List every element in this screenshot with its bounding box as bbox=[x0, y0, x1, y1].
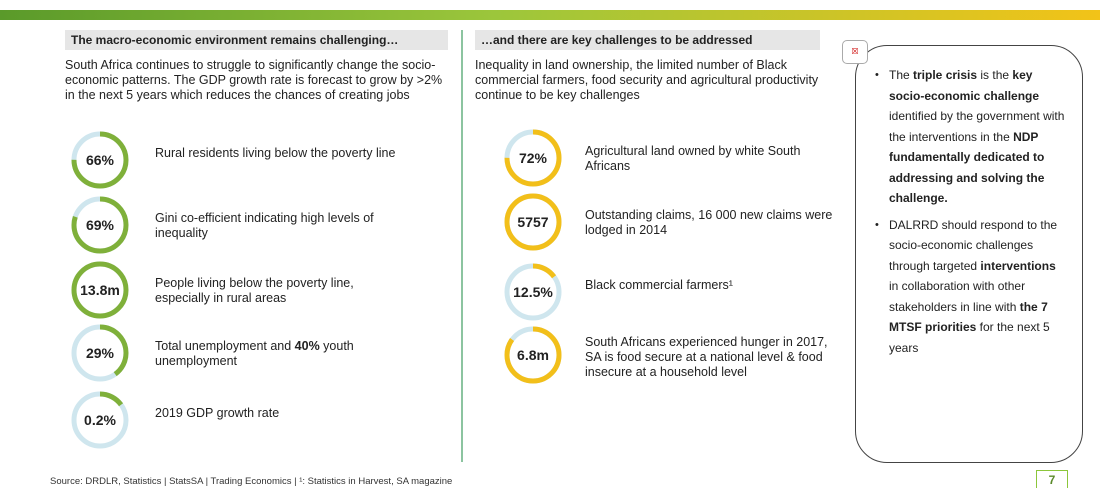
stat-ring: 72% bbox=[503, 128, 563, 188]
stat-ring: 29% bbox=[70, 323, 130, 383]
text-run: NDP fundamentally dedicated to addressin… bbox=[889, 129, 1045, 206]
stat-ring: 6.8m bbox=[503, 325, 563, 385]
ring-arc bbox=[71, 324, 129, 382]
text-run: Gini co-efficient indicating high levels… bbox=[155, 211, 374, 240]
stat-value: 13.8m bbox=[80, 282, 120, 298]
stat-value: 12.5% bbox=[513, 284, 553, 300]
stat-ring: 5757 bbox=[503, 192, 563, 252]
text-run: Outstanding claims, 16 000 new claims we… bbox=[585, 208, 833, 237]
text-run: 2019 GDP growth rate bbox=[155, 406, 280, 420]
text-run: youth unemployment bbox=[155, 339, 354, 368]
stat-ring: 12.5% bbox=[503, 262, 563, 322]
text-run: the 7 MTSF priorities bbox=[889, 299, 1048, 335]
text-run: Agricultural land owned by white South A… bbox=[585, 144, 801, 173]
source-note: Source: DRDLR, Statistics | StatsSA | Tr… bbox=[50, 476, 453, 487]
text-run: for the next 5 years bbox=[889, 320, 1050, 355]
stat-label: Outstanding claims, 16 000 new claims we… bbox=[585, 208, 835, 238]
stat-label: Rural residents living below the poverty… bbox=[155, 146, 405, 161]
ring-arc bbox=[504, 326, 562, 384]
stat-value: 69% bbox=[85, 217, 115, 233]
text-run: identified by the government with the in… bbox=[889, 109, 1065, 144]
stat-value: 6.8m bbox=[517, 347, 549, 363]
ring-graphic bbox=[504, 129, 562, 187]
text-run: South Africans experienced hunger in 201… bbox=[585, 335, 828, 379]
divider bbox=[461, 30, 463, 462]
text-run: interventions bbox=[980, 258, 1056, 273]
ring-graphic bbox=[504, 193, 562, 251]
stat-ring: 69% bbox=[70, 195, 130, 255]
callout-box bbox=[855, 45, 1083, 463]
middle-heading: …and there are key challenges to be addr… bbox=[475, 30, 820, 50]
text-run: 40% bbox=[294, 339, 320, 353]
stat-label: South Africans experienced hunger in 201… bbox=[585, 335, 835, 380]
ring-arc bbox=[71, 131, 129, 189]
image-placeholder-icon: ☒ bbox=[842, 40, 868, 64]
stat-label: Agricultural land owned by white South A… bbox=[585, 144, 835, 174]
ring-arc bbox=[504, 129, 562, 187]
stat-label: Total unemployment and 40% youth unemplo… bbox=[155, 339, 405, 369]
stat-value: 5757 bbox=[517, 214, 549, 230]
text-run: triple crisis bbox=[913, 68, 978, 82]
bullet: DALRRD should respond to the socio-econo… bbox=[875, 215, 1067, 359]
stat-value: 66% bbox=[85, 152, 115, 168]
ring-graphic bbox=[71, 391, 129, 449]
text-run: key socio-economic challenge bbox=[889, 68, 1040, 103]
ring-arc bbox=[504, 193, 562, 251]
ring-graphic bbox=[71, 196, 129, 254]
stat-label: 2019 GDP growth rate bbox=[155, 406, 405, 421]
ring-arc bbox=[71, 261, 129, 319]
stat-value: 0.2% bbox=[84, 412, 116, 428]
stat-ring: 0.2% bbox=[70, 390, 130, 450]
ring-graphic bbox=[71, 324, 129, 382]
stat-ring: 66% bbox=[70, 130, 130, 190]
stat-label: People living below the poverty line, es… bbox=[155, 276, 405, 306]
left-heading: The macro-economic environment remains c… bbox=[65, 30, 448, 50]
text-run: Rural residents living below the poverty… bbox=[155, 146, 396, 160]
callout-bullets: The triple crisis is the key socio-econo… bbox=[875, 65, 1067, 364]
top-bar bbox=[0, 10, 1100, 20]
ring-graphic bbox=[504, 263, 562, 321]
stat-label: Black commercial farmers¹ bbox=[585, 278, 835, 293]
bullet: The triple crisis is the key socio-econo… bbox=[875, 65, 1067, 209]
text-run: DALRRD should respond to the socio-econo… bbox=[889, 217, 1058, 273]
text-run: People living below the poverty line, es… bbox=[155, 276, 354, 305]
middle-intro: Inequality in land ownership, the limite… bbox=[475, 58, 819, 102]
page-number: 7 bbox=[1036, 470, 1068, 488]
ring-arc bbox=[504, 263, 562, 321]
text-run: The bbox=[889, 68, 914, 82]
ring-arc bbox=[71, 196, 129, 254]
text-run: is the bbox=[977, 68, 1013, 82]
left-intro: South Africa continues to struggle to si… bbox=[65, 58, 443, 102]
text-run: in collaboration with other stakeholders… bbox=[889, 279, 1026, 314]
ring-graphic bbox=[71, 261, 129, 319]
ring-arc bbox=[71, 391, 129, 449]
stat-value: 29% bbox=[85, 345, 115, 361]
text-run: Black commercial farmers¹ bbox=[585, 278, 733, 292]
text-run: Total unemployment and bbox=[155, 339, 295, 353]
ring-graphic bbox=[504, 326, 562, 384]
ring-graphic bbox=[71, 131, 129, 189]
stat-ring: 13.8m bbox=[70, 260, 130, 320]
stat-value: 72% bbox=[518, 150, 548, 166]
stat-label: Gini co-efficient indicating high levels… bbox=[155, 211, 405, 241]
